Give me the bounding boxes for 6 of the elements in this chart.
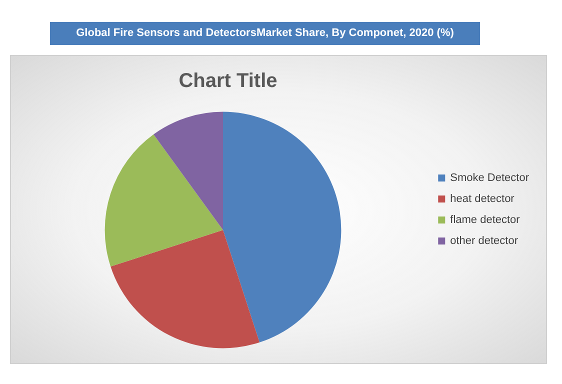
legend-label: other detector (450, 235, 518, 247)
legend-label: Smoke Detector (450, 172, 530, 184)
chart-subtitle: Chart Title (178, 70, 278, 92)
legend-label: flame detector (450, 214, 520, 226)
chart-title: Global Fire Sensors and DetectorsMarket Share, By Componet, 2020 (%) (50, 22, 480, 45)
legend-label: heat detector (450, 193, 515, 205)
